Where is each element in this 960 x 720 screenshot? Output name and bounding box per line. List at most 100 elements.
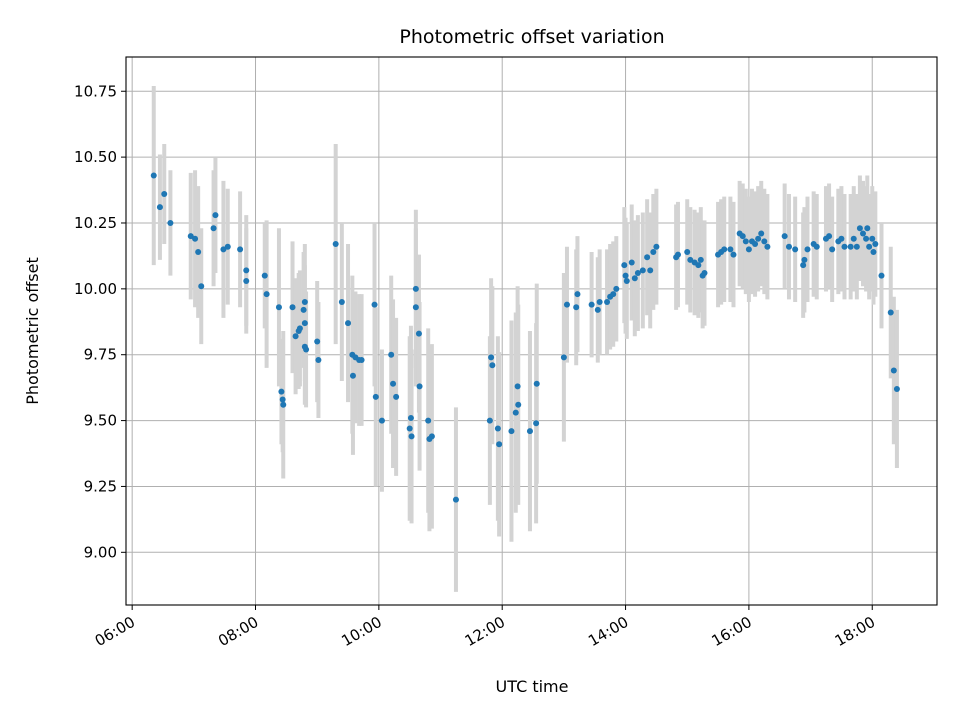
data-point xyxy=(856,225,863,232)
data-point xyxy=(412,285,419,292)
data-point xyxy=(393,393,400,400)
data-point xyxy=(853,243,860,250)
data-point xyxy=(280,401,287,408)
data-point xyxy=(622,272,629,279)
y-tick-label: 9.50 xyxy=(84,412,117,430)
y-axis-ticks: 9.00 9.25 9.50 9.75 10.00 10.25 10.50 10.75 xyxy=(74,82,126,561)
data-point xyxy=(494,425,501,432)
data-point xyxy=(314,338,321,345)
data-point xyxy=(870,248,877,255)
data-point xyxy=(721,246,728,253)
data-point xyxy=(452,496,459,503)
data-point xyxy=(408,433,415,440)
data-point xyxy=(533,380,540,387)
data-point xyxy=(156,204,163,211)
data-point xyxy=(647,267,654,274)
data-point xyxy=(588,301,595,308)
data-point xyxy=(301,320,308,327)
data-point xyxy=(872,241,879,248)
data-point xyxy=(533,420,540,427)
data-point xyxy=(878,272,885,279)
data-point xyxy=(526,428,533,435)
data-point xyxy=(730,251,737,258)
data-point xyxy=(390,380,397,387)
data-point xyxy=(684,248,691,255)
data-point xyxy=(727,246,734,253)
data-point xyxy=(644,254,651,261)
data-point xyxy=(701,270,708,277)
data-point xyxy=(887,309,894,316)
data-point xyxy=(800,262,807,269)
chart-title: Photometric offset variation xyxy=(399,26,664,48)
data-point xyxy=(338,299,345,306)
data-point xyxy=(829,246,836,253)
data-point xyxy=(621,262,628,269)
y-tick-label: 10.00 xyxy=(74,280,117,298)
data-point xyxy=(850,235,857,242)
data-point xyxy=(893,385,900,392)
data-point xyxy=(161,191,168,197)
data-point xyxy=(349,372,356,379)
data-point xyxy=(301,299,308,306)
data-point xyxy=(292,333,299,340)
data-point xyxy=(279,396,286,403)
data-point xyxy=(758,230,765,237)
data-point xyxy=(792,246,799,253)
data-point xyxy=(801,256,808,263)
data-point xyxy=(890,367,897,374)
data-point xyxy=(745,246,752,253)
data-point xyxy=(610,291,617,298)
data-point xyxy=(301,343,308,350)
data-point xyxy=(653,243,660,250)
data-point xyxy=(866,243,873,250)
data-point xyxy=(406,425,413,432)
data-point xyxy=(425,417,432,424)
data-point xyxy=(739,233,746,240)
data-point xyxy=(560,354,567,361)
data-point xyxy=(275,304,282,311)
data-point xyxy=(604,299,611,306)
data-point xyxy=(650,248,657,255)
y-tick-label: 9.75 xyxy=(84,346,117,364)
data-point xyxy=(388,351,395,358)
y-tick-label: 10.75 xyxy=(74,82,117,100)
data-point xyxy=(345,320,352,327)
data-point xyxy=(261,272,268,279)
data-point xyxy=(594,306,601,313)
data-point xyxy=(488,354,495,361)
data-point xyxy=(755,235,762,242)
data-point xyxy=(210,225,217,232)
data-point xyxy=(596,299,603,306)
data-point xyxy=(416,383,423,390)
data-point xyxy=(697,256,704,263)
data-point xyxy=(838,235,845,242)
data-point xyxy=(263,291,270,298)
data-point xyxy=(412,304,419,311)
data-point xyxy=(212,212,219,219)
data-point xyxy=(496,441,503,448)
data-point xyxy=(687,256,694,263)
data-point xyxy=(574,291,581,298)
data-point xyxy=(371,301,378,308)
data-point xyxy=(695,262,702,269)
y-tick-label: 9.00 xyxy=(84,543,117,561)
data-point xyxy=(332,241,339,248)
data-point xyxy=(315,356,322,363)
data-point xyxy=(764,243,771,250)
data-point xyxy=(237,246,244,253)
data-point xyxy=(847,243,854,250)
data-point xyxy=(489,362,496,369)
data-point xyxy=(195,248,202,255)
data-point xyxy=(508,428,515,435)
data-point xyxy=(296,325,303,332)
data-point xyxy=(515,401,522,408)
plot-frame xyxy=(125,56,938,606)
data-point xyxy=(192,235,199,242)
data-point xyxy=(826,233,833,240)
data-point xyxy=(781,233,788,240)
data-point xyxy=(785,243,792,250)
data-point xyxy=(486,417,493,424)
data-point xyxy=(634,270,641,277)
